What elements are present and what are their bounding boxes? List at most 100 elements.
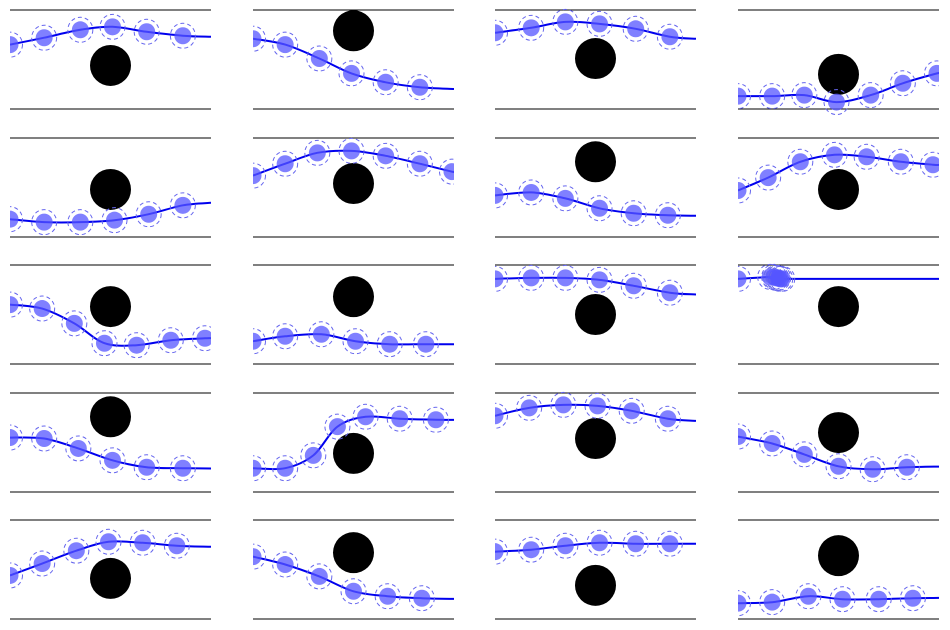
agent-disc [858,148,876,166]
obstacle-circle [333,276,374,318]
obstacle-circle [818,168,859,210]
agent-disc-ring [622,15,649,42]
agent-disc-ring [495,182,508,209]
agent-disc [556,189,574,207]
agent-disc-ring [865,586,892,613]
agent-disc-ring [654,202,681,229]
agent-disc-ring [853,143,880,170]
agent-disc [35,213,53,231]
agent-disc-ring [829,586,856,613]
agent-disc [763,434,781,452]
trajectory-group [10,291,211,359]
agent-disc [589,397,607,415]
agent-disc [763,87,781,105]
agent-disc [924,156,939,174]
obstacle-circle [575,294,616,335]
agent-disc-ring [422,406,449,433]
agent-disc-ring [324,413,351,440]
agent-disc-ring [550,391,577,418]
agent-disc [791,153,809,171]
agent-disc-ring [795,583,822,610]
agent-disc-ring [518,179,545,206]
agent-disc-ring [67,16,94,43]
agent-disc-ring [169,22,196,49]
agent-disc [276,327,294,345]
panel-r2c2 [253,137,454,238]
agent-disc [591,15,609,33]
panel-r5c3 [495,519,696,620]
agent-disc-ring [272,150,299,177]
agent-disc-ring [821,141,848,168]
agent-disc-ring [253,455,266,482]
obstacle-circle [818,535,859,577]
agent-disc [104,451,122,469]
agent-disc [661,284,679,302]
agent-disc-ring [857,82,884,109]
agent-disc-ring [191,325,211,352]
agent-disc-ring [552,185,579,212]
agent-disc [35,29,53,47]
agent-disc-ring [859,456,886,483]
obstacle-circle [333,532,374,574]
agent-disc [623,402,641,420]
agent-disc-ring [584,392,611,419]
obstacle-circle [333,10,374,52]
agent-disc-ring [738,265,751,292]
agent-disc [253,332,262,350]
agent-disc [862,86,880,104]
agent-disc-ring [91,330,118,357]
agent-disc-ring [791,82,818,109]
agent-disc-ring [656,279,683,306]
agent-disc [138,23,156,41]
panel-r2c3 [495,137,696,238]
agent-disc-ring [340,578,367,605]
agent-disc-ring [408,585,435,612]
agent-disc-ring [495,538,508,565]
agent-disc-ring [791,441,818,468]
agent-disc [738,428,747,446]
agent-disc-ring [338,60,365,87]
agent-disc [310,567,328,585]
agent-disc [411,155,429,173]
agent-disc-ring [372,69,399,96]
agent-disc [738,270,747,288]
panel-r4c3 [495,391,696,493]
agent-disc [864,460,882,478]
panel-r3c4 [738,263,939,365]
panel-r3c2 [253,264,454,365]
agent-disc [591,271,609,289]
agent-disc [342,64,360,82]
agent-disc-ring [61,310,88,337]
agent-disc [554,396,572,414]
agent-disc [773,270,791,288]
obstacle-circle [333,163,374,205]
agent-disc [99,533,117,551]
agent-disc [10,296,19,314]
agent-disc-ring [823,89,850,116]
trajectory-group [253,403,454,482]
agent-disc-ring [386,405,413,432]
agent-disc [10,36,19,54]
agent-disc [35,430,53,448]
obstacle-circle [818,53,859,95]
agent-disc-ring [31,24,58,51]
trajectory-group [495,391,696,432]
agent-disc [345,582,362,600]
agent-disc [140,205,158,223]
agent-disc-ring [738,177,751,204]
panel-r1c2 [253,9,454,110]
agent-disc [870,590,888,608]
agent-disc-ring [169,455,196,482]
agent-disc [276,556,294,574]
agent-disc [377,73,395,91]
agent-disc-ring [10,31,23,58]
agent-disc [443,163,454,181]
agent-disc [427,411,445,429]
agent-disc [556,13,574,31]
agent-disc [417,335,435,353]
agent-disc-ring [163,532,190,559]
trajectory-group [738,583,939,617]
agent-disc-ring [759,83,786,110]
agent-disc [522,269,540,287]
trajectory-group [10,424,211,482]
